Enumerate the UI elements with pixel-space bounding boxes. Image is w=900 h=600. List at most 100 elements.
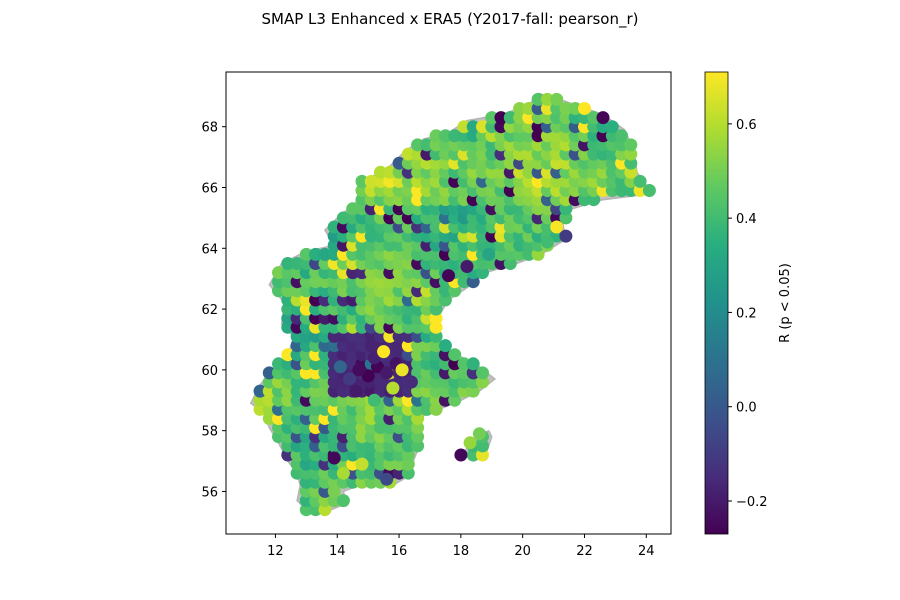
data-point [401, 275, 415, 289]
data-point [392, 412, 406, 425]
data-point [429, 302, 443, 316]
data-point [290, 302, 304, 316]
data-point [355, 184, 369, 197]
data-point [346, 448, 360, 462]
data-point [336, 457, 350, 471]
data-point [336, 311, 350, 325]
data-point [438, 375, 452, 389]
data-point [513, 138, 527, 152]
data-point [531, 102, 545, 115]
data-point [364, 311, 378, 325]
data-point [429, 275, 443, 289]
data-point [392, 302, 406, 316]
colorbar-tick-label: 0.4 [736, 212, 757, 227]
data-point [383, 402, 397, 416]
data-point [253, 384, 267, 398]
data-point [262, 412, 276, 425]
data-point [420, 329, 434, 343]
data-point [429, 174, 443, 188]
y-axis: 56 58 60 62 64 66 68 [201, 121, 226, 500]
data-point [346, 229, 360, 243]
data-point [420, 247, 434, 261]
data-point [485, 147, 499, 161]
data-point [411, 320, 425, 334]
data-point [336, 494, 350, 508]
data-point [355, 311, 369, 325]
data-point [494, 156, 508, 170]
data-point [272, 412, 285, 425]
data-point [559, 111, 573, 125]
data-point [349, 384, 363, 398]
data-point [401, 202, 415, 216]
data-point [281, 293, 295, 307]
data-point [299, 503, 313, 517]
data-point [522, 229, 536, 243]
data-point [540, 193, 554, 207]
data-point [318, 466, 332, 480]
data-point [401, 320, 415, 334]
data-point [327, 466, 341, 480]
data-point [559, 147, 573, 161]
data-point [457, 129, 471, 143]
data-point [420, 220, 434, 234]
data-point [392, 193, 406, 207]
data-point [429, 202, 443, 216]
data-point [309, 475, 323, 489]
data-point [272, 393, 285, 407]
data-point [290, 375, 304, 389]
data-point [448, 284, 462, 298]
data-point [364, 320, 378, 334]
data-point [485, 138, 499, 152]
data-point [596, 174, 610, 188]
data-point [355, 266, 369, 280]
data-point [355, 393, 369, 407]
data-point [401, 165, 415, 179]
data-point [299, 339, 313, 353]
data-point [587, 111, 601, 125]
data-point [596, 120, 610, 134]
data-point [327, 484, 341, 498]
data-point [355, 348, 369, 362]
data-point [299, 484, 313, 498]
data-point [568, 120, 582, 134]
data-point [346, 293, 360, 307]
data-point [503, 120, 517, 134]
data-point [531, 129, 545, 143]
data-point [540, 92, 554, 106]
data-point [411, 238, 425, 252]
data-point [429, 138, 443, 152]
data-point [401, 402, 415, 416]
data-point [327, 439, 341, 453]
data-point [401, 339, 415, 353]
data-point [522, 238, 536, 252]
data-point [429, 229, 443, 243]
data-point [318, 421, 332, 435]
data-point [364, 448, 378, 462]
data-point [346, 421, 360, 435]
data-point [448, 366, 462, 380]
data-point [411, 357, 425, 371]
data-point [318, 457, 332, 471]
data-point [364, 466, 378, 480]
data-point [272, 357, 285, 371]
data-point [472, 427, 486, 441]
data-point [380, 472, 394, 486]
data-point [411, 211, 425, 225]
data-point [550, 138, 564, 152]
data-point [411, 220, 425, 234]
data-point [281, 311, 295, 325]
data-point [448, 211, 462, 225]
data-point [392, 229, 406, 243]
data-point [411, 247, 425, 261]
data-point [355, 448, 369, 462]
data-point [429, 348, 443, 362]
data-point [336, 211, 350, 225]
data-point [420, 193, 434, 207]
data-point [299, 348, 313, 362]
data-point [355, 275, 369, 289]
y-tick-label: 58 [201, 425, 218, 440]
data-point [346, 247, 360, 261]
data-point [420, 257, 434, 270]
data-point [411, 412, 425, 425]
data-point [336, 439, 350, 453]
